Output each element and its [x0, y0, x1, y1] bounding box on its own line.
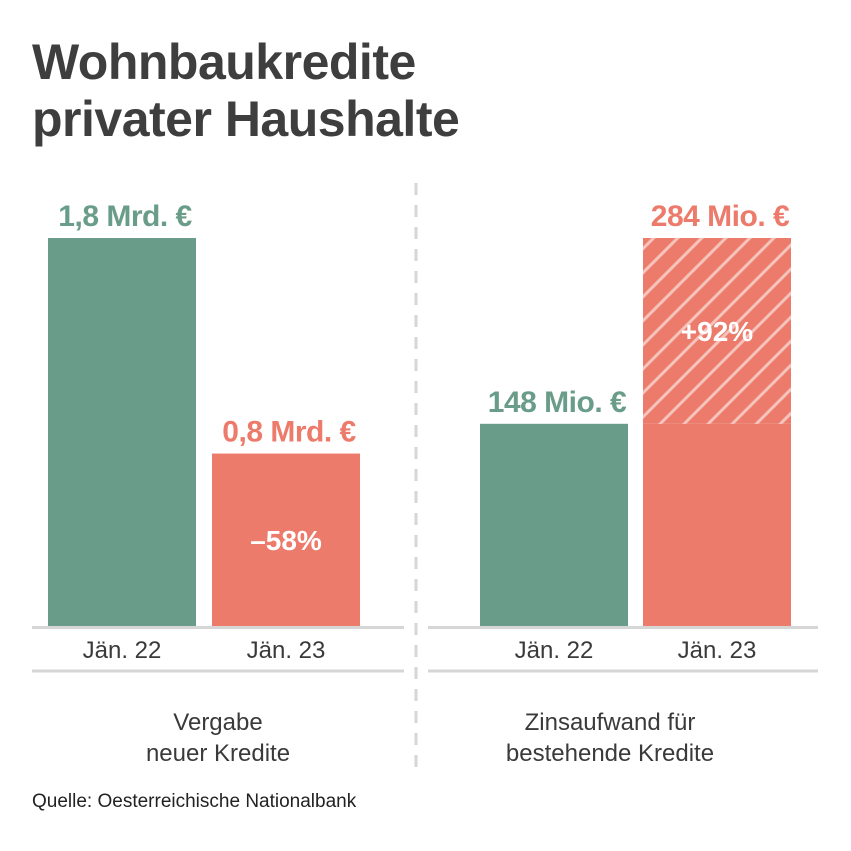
group-label-interest-line-2: bestehende Kredite [505, 740, 715, 767]
title-line-2: privater Haushalte [32, 91, 460, 147]
interest-value-label-0: 148 Mio. € [488, 386, 627, 419]
title-line-1: Wohnbaukredite [32, 34, 416, 90]
new-loans-value-label-0: 1,8 Mrd. € [58, 200, 192, 233]
new-loans-bar-1 [212, 453, 360, 626]
group-label-new-loans: Vergabe neuer Kredite [58, 707, 378, 769]
new-loans-tick-label-0: Jän. 22 [83, 637, 162, 664]
new-loans-bar-0 [48, 238, 196, 626]
new-loans-tick-label-1: Jän. 23 [247, 637, 326, 664]
source-note: Quelle: Oesterreichische Nationalbank [32, 791, 357, 812]
interest-bar-0 [480, 423, 628, 626]
group-label-interest: Zinsaufwand für bestehende Kredite [450, 707, 770, 769]
group-label-new-loans-line-1: Vergabe [173, 709, 263, 736]
group-label-new-loans-line-2: neuer Kredite [145, 740, 291, 767]
interest-tick-label-1: Jän. 23 [678, 637, 757, 664]
group-label-interest-line-1: Zinsaufwand für [524, 709, 696, 736]
interest-change-label: +92% [681, 316, 753, 347]
interest-value-label-1: 284 Mio. € [651, 200, 790, 233]
interest-bar-1-base [643, 423, 791, 626]
new-loans-change-label: –58% [250, 525, 322, 556]
chart-title: Wohnbaukredite privater Haushalte [32, 34, 460, 148]
interest-tick-label-0: Jän. 22 [515, 637, 594, 664]
interest-bar-1-hatch [643, 238, 791, 424]
new-loans-value-label-1: 0,8 Mrd. € [222, 416, 356, 449]
